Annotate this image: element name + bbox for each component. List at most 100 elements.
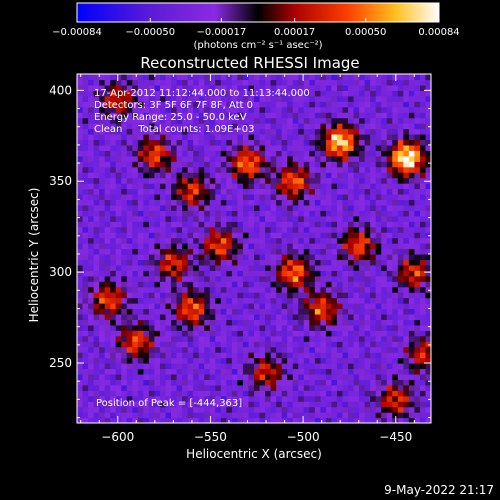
- heatmap-cell: [99, 248, 106, 255]
- heatmap-cell: [320, 84, 327, 91]
- heatmap-cell: [370, 357, 377, 364]
- heatmap-cell: [182, 330, 189, 337]
- heatmap-cell: [359, 188, 366, 195]
- heatmap-cell: [237, 123, 244, 130]
- heatmap-cell: [215, 117, 222, 124]
- heatmap-cell: [414, 221, 421, 228]
- heatmap-cell: [414, 248, 421, 255]
- heatmap-cell: [320, 406, 327, 413]
- heatmap-cell: [165, 297, 172, 304]
- heatmap-cell: [359, 324, 366, 331]
- heatmap-cell: [132, 90, 139, 97]
- heatmap-cell: [381, 292, 388, 299]
- heatmap-cell: [419, 155, 427, 162]
- heatmap-cell: [220, 368, 227, 375]
- heatmap-cell: [126, 183, 133, 190]
- heatmap-cell: [121, 243, 128, 250]
- heatmap-cell: [215, 177, 222, 184]
- heatmap-cell: [104, 395, 111, 402]
- heatmap-cell: [276, 183, 283, 190]
- heatmap-cell: [110, 357, 117, 364]
- heatmap-cell: [121, 74, 128, 81]
- heatmap-cell: [303, 139, 310, 146]
- heatmap-cell: [309, 101, 316, 108]
- heatmap-cell: [375, 275, 382, 282]
- heatmap-cell: [237, 128, 244, 135]
- heatmap-cell: [298, 406, 305, 413]
- heatmap-cell: [104, 117, 111, 124]
- heatmap-cell: [336, 243, 344, 250]
- heatmap-cell: [287, 259, 294, 266]
- heatmap-cell: [342, 79, 349, 86]
- heatmap-cell: [209, 123, 216, 130]
- heatmap-cell: [270, 401, 277, 408]
- heatmap-cell: [110, 79, 117, 86]
- heatmap-cell: [325, 90, 333, 97]
- heatmap-cell: [386, 384, 393, 391]
- heatmap-cell: [148, 341, 156, 348]
- heatmap-cell: [104, 297, 111, 304]
- heatmap-cell: [381, 395, 388, 402]
- heatmap-cell: [220, 417, 227, 423]
- heatmap-cell: [265, 395, 272, 402]
- heatmap-cell: [270, 112, 277, 119]
- heatmap-cell: [270, 384, 277, 391]
- heatmap-cell: [99, 90, 106, 97]
- heatmap-cell: [159, 161, 167, 168]
- heatmap-cell: [419, 128, 427, 135]
- heatmap-cell: [259, 308, 266, 315]
- heatmap-cell: [126, 177, 133, 184]
- heatmap-cell: [292, 243, 299, 250]
- heatmap-cell: [209, 270, 216, 277]
- heatmap-cell: [309, 319, 316, 326]
- heatmap-cell: [414, 210, 421, 217]
- heatmap-cell: [242, 139, 250, 146]
- heatmap-cell: [276, 335, 283, 342]
- heatmap-cell: [231, 106, 239, 113]
- heatmap-cell: [121, 373, 128, 380]
- heatmap-cell: [309, 368, 316, 375]
- heatmap-cell: [419, 106, 427, 113]
- colorbar-tick-label: −0.00017: [197, 27, 247, 38]
- heatmap-cell: [182, 150, 189, 157]
- heatmap-cell: [259, 292, 266, 299]
- heatmap-cell: [104, 144, 111, 151]
- heatmap-cell: [298, 346, 305, 353]
- heatmap-cell: [270, 237, 277, 244]
- heatmap-cell: [215, 79, 222, 86]
- heatmap-cell: [165, 90, 172, 97]
- heatmap-cell: [259, 226, 266, 233]
- heatmap-cell: [220, 144, 227, 151]
- heatmap-cell: [148, 183, 156, 190]
- heatmap-cell: [381, 286, 388, 293]
- heatmap-cell: [132, 79, 139, 86]
- heatmap-cell: [259, 79, 266, 86]
- heatmap-cell: [198, 144, 205, 151]
- heatmap-cell: [176, 193, 183, 201]
- heatmap-cell: [88, 292, 95, 299]
- heatmap-cell: [137, 346, 144, 353]
- heatmap-cell: [171, 95, 178, 102]
- heatmap-cell: [182, 112, 189, 119]
- heatmap-cell: [159, 248, 167, 255]
- heatmap-cell: [198, 363, 205, 370]
- heatmap-cell: [359, 210, 366, 217]
- heatmap-cell: [176, 417, 183, 423]
- heatmap-cell: [381, 379, 388, 386]
- heatmap-cell: [386, 161, 393, 168]
- heatmap-cell: [375, 172, 382, 179]
- heatmap-cell: [292, 259, 299, 266]
- heatmap-cell: [176, 226, 183, 233]
- heatmap-cell: [242, 324, 250, 331]
- heatmap-cell: [99, 303, 106, 310]
- heatmap-cell: [165, 406, 172, 413]
- heatmap-cell: [309, 210, 316, 217]
- heatmap-cell: [242, 101, 250, 108]
- heatmap-cell: [171, 253, 178, 260]
- heatmap-cell: [148, 144, 156, 151]
- heatmap-cell: [88, 368, 95, 375]
- heatmap-cell: [143, 363, 150, 370]
- heatmap-cell: [342, 84, 349, 91]
- heatmap-cell: [342, 390, 349, 397]
- heatmap-cell: [220, 95, 227, 102]
